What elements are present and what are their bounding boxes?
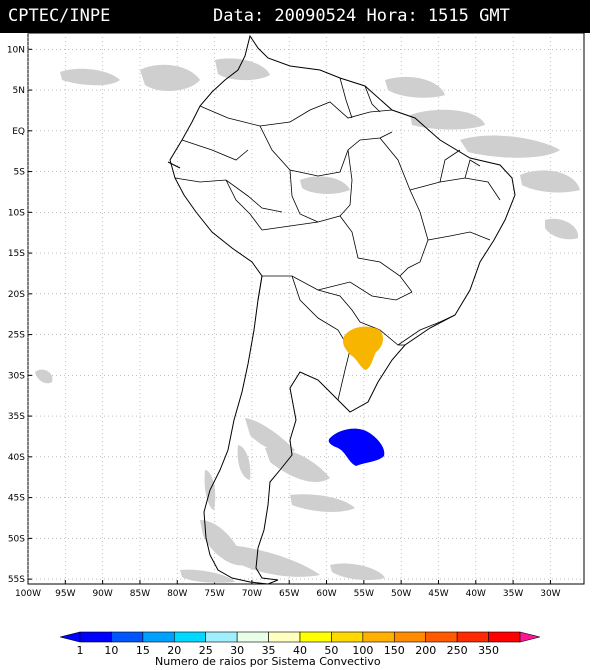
longitude-labels: 100W 95W 90W 85W 80W 75W 70W 65W 60W 55W 50W 45W 40W… — [15, 589, 561, 599]
legend-swatch — [362, 631, 395, 643]
lon-label: 90W — [92, 589, 112, 599]
legend-swatch — [488, 631, 521, 643]
lat-label: 45S — [8, 494, 25, 504]
lat-lon-grid — [27, 33, 584, 584]
lon-label: 80W — [167, 589, 187, 599]
lat-label: 15S — [8, 249, 25, 259]
legend-swatch — [236, 631, 269, 643]
country-borders — [174, 77, 501, 401]
lat-label: 20S — [8, 290, 25, 300]
legend-value: 250 — [447, 644, 468, 657]
lon-label: 35W — [503, 589, 523, 599]
legend-swatch — [173, 631, 207, 643]
legend-value: 50 — [324, 644, 338, 657]
legend-value: 100 — [352, 644, 373, 657]
latitude-labels: 10N 5N EQ 5S 10S 15S 20S 25S 30S 35S 40S 45S 50S 55S — [7, 45, 25, 585]
lon-label: 45W — [428, 589, 448, 599]
legend-swatch — [79, 631, 112, 643]
lat-label: EQ — [12, 127, 25, 137]
legend-value: 200 — [415, 644, 436, 657]
legend-swatch — [299, 631, 332, 643]
legend-value: 40 — [293, 644, 307, 657]
legend-swatch — [331, 631, 364, 643]
legend-value: 15 — [136, 644, 150, 657]
lon-label: 100W — [15, 589, 41, 599]
legend-arrow-left — [59, 631, 81, 643]
lat-label: 30S — [8, 371, 25, 381]
map-frame — [27, 32, 585, 585]
legend-swatch — [425, 631, 458, 643]
legend-swatch — [205, 631, 238, 643]
lon-label: 65W — [279, 589, 299, 599]
legend-swatch — [268, 631, 301, 643]
legend-value: 20 — [167, 644, 181, 657]
lon-label: 95W — [55, 589, 75, 599]
lon-label: 70W — [242, 589, 262, 599]
coastlines — [167, 34, 516, 585]
lat-label: 50S — [8, 534, 25, 544]
lon-label: 50W — [391, 589, 411, 599]
lat-label: 5N — [13, 86, 25, 96]
legend-caption: Numero de raios por Sistema Convectivo — [155, 655, 381, 668]
legend-value: 35 — [262, 644, 276, 657]
color-legend: 1 10 15 20 25 30 35 40 50 100 150 200 250 350 — [59, 631, 541, 657]
legend-value: 350 — [478, 644, 499, 657]
legend-value: 30 — [230, 644, 244, 657]
lat-label: 5S — [14, 168, 26, 178]
convective-system-blue — [328, 428, 385, 466]
title-bar: CPTEC/INPE Data: 20090524 Hora: 1515 GMT — [0, 0, 590, 33]
agency-title: CPTEC/INPE — [8, 6, 111, 26]
legend-swatch — [393, 631, 427, 643]
lat-label: 40S — [8, 453, 25, 463]
cloud-cover — [35, 58, 580, 583]
legend-value: 150 — [384, 644, 405, 657]
legend-swatch — [456, 631, 489, 643]
lat-label: 25S — [8, 331, 25, 341]
lon-label: 85W — [130, 589, 150, 599]
lat-label: 35S — [8, 412, 25, 422]
lon-label: 55W — [354, 589, 374, 599]
legend-value: 1 — [77, 644, 84, 657]
legend-value: 10 — [104, 644, 118, 657]
convective-system-yellow — [342, 326, 383, 370]
lat-label: 10N — [7, 45, 25, 55]
datetime-title: Data: 20090524 Hora: 1515 GMT — [213, 6, 510, 26]
lon-label: 60W — [316, 589, 336, 599]
legend-swatch — [111, 631, 144, 643]
lat-label: 10S — [8, 208, 25, 218]
lon-label: 75W — [204, 589, 224, 599]
legend-value: 25 — [199, 644, 213, 657]
legend-arrow-right — [519, 631, 541, 643]
lat-label: 55S — [8, 575, 25, 585]
legend-swatch — [142, 631, 175, 643]
lon-label: 40W — [466, 589, 486, 599]
lon-label: 30W — [540, 589, 560, 599]
